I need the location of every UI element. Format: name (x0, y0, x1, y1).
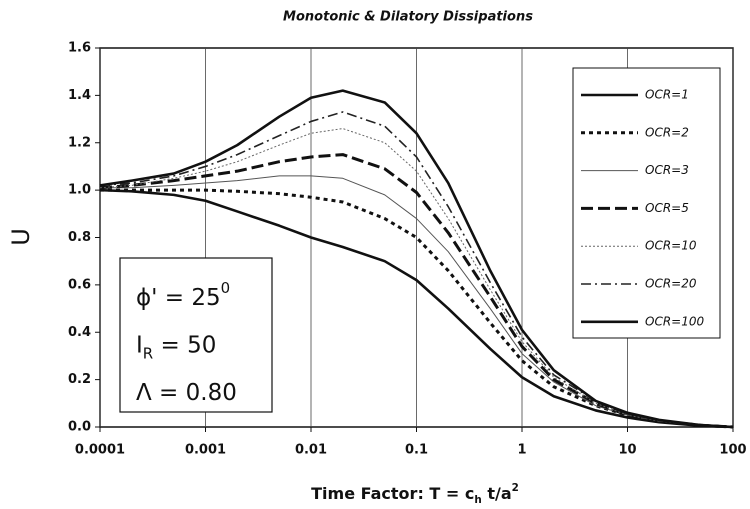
series-line (99, 188, 734, 429)
y-tick-label: 1.2 (68, 135, 91, 150)
x-tick-label: 0.001 (185, 443, 226, 458)
legend-label: OCR=5 (645, 201, 689, 215)
y-tick-label: 0.8 (68, 230, 91, 245)
text-part: I (136, 332, 143, 358)
annotation-box (119, 257, 273, 413)
y-axis-label: U (7, 228, 35, 246)
legend-label: OCR=2 (645, 125, 689, 139)
legend-label: OCR=1 (645, 88, 689, 102)
x-tick-label: 0.01 (295, 443, 327, 458)
x-tick-label: 1 (517, 443, 526, 458)
y-tick-label: 0.0 (68, 420, 91, 435)
x-tick-label: 100 (719, 443, 746, 458)
text-part: ϕ' = 25 (136, 285, 221, 311)
y-tick-label: 1.4 (68, 88, 91, 103)
annotation: Λ = 0.80 (136, 380, 237, 406)
y-tick-label: 1.6 (68, 41, 91, 56)
chart-title: Monotonic & Dilatory Dissipations (283, 10, 533, 25)
text-part: = 50 (153, 332, 216, 358)
series-line (99, 128, 734, 428)
text-part: Time Factor: T = c (311, 484, 474, 503)
text-part: Λ = 0.80 (136, 380, 237, 406)
y-tick-label: 0.6 (68, 277, 91, 292)
legend-label: OCR=3 (645, 163, 689, 177)
text-part: h (474, 494, 481, 506)
text-part: R (143, 345, 153, 363)
x-axis-label: Time Factor: T = ch t/a2 (311, 482, 519, 506)
legend-box (572, 67, 721, 339)
x-tick-label: 10 (618, 443, 636, 458)
x-tick-label: 0.1 (405, 443, 428, 458)
legend-label: OCR=100 (645, 314, 704, 328)
series-line (99, 153, 734, 429)
text-part: 0 (221, 279, 231, 297)
legend-label: OCR=20 (645, 277, 697, 291)
annotation: IR = 50 (136, 332, 216, 363)
y-tick-label: 0.4 (68, 325, 91, 340)
y-tick-label: 0.2 (68, 372, 91, 387)
x-tick-label: 0.0001 (75, 443, 125, 458)
annotation: ϕ' = 250 (136, 279, 230, 311)
legend-label: OCR=10 (645, 239, 697, 253)
y-tick-label: 1.0 (68, 183, 91, 198)
text-part: t/a (482, 484, 512, 503)
series-line (99, 89, 734, 429)
text-part: 2 (512, 482, 519, 494)
